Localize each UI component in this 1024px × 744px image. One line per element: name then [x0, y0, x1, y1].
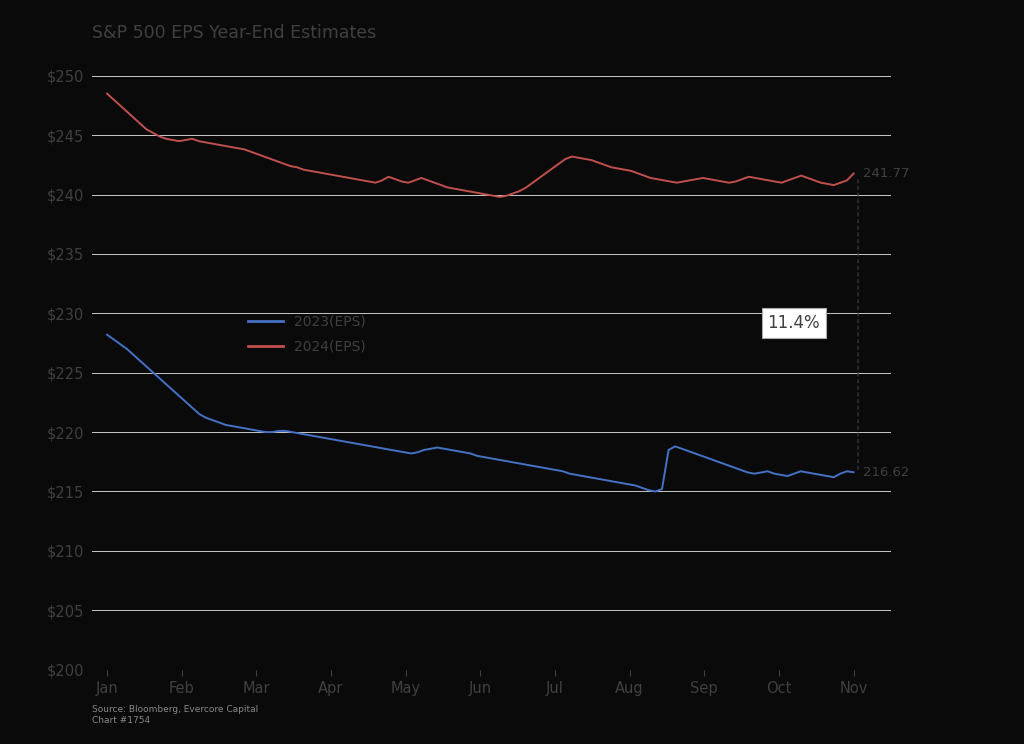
Legend: 2023(EPS), 2024(EPS): 2023(EPS), 2024(EPS) [243, 309, 372, 359]
Text: Source: Bloomberg, Evercore Capital
Chart #1754: Source: Bloomberg, Evercore Capital Char… [92, 705, 258, 725]
Text: S&P 500 EPS Year-End Estimates: S&P 500 EPS Year-End Estimates [92, 25, 377, 42]
Text: 11.4%: 11.4% [768, 314, 820, 332]
Text: 241.77: 241.77 [862, 167, 909, 180]
Text: 216.62: 216.62 [862, 466, 909, 478]
